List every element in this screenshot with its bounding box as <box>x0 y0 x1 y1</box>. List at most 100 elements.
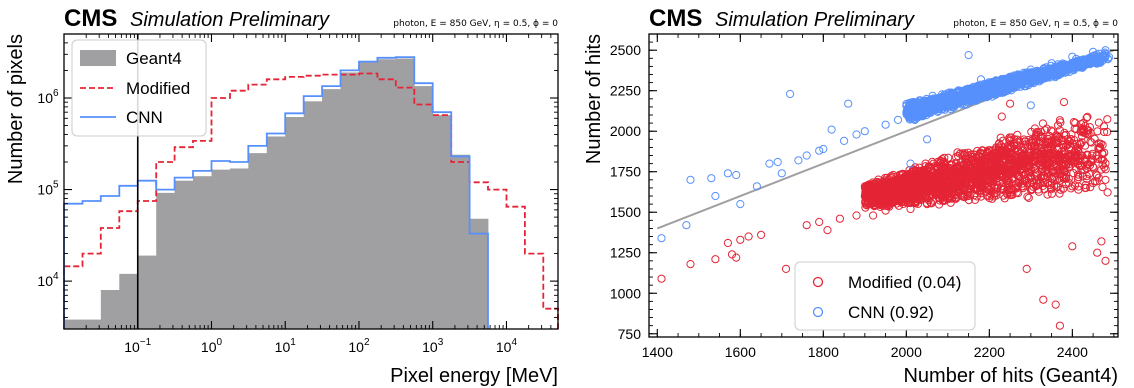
scatter-point <box>993 155 1002 164</box>
bar-geant4 <box>266 136 286 329</box>
scatter-point <box>777 169 786 178</box>
legend-label-modified: Modified <box>126 79 190 98</box>
scatter-point <box>1092 171 1102 180</box>
scatter-point <box>1006 73 1015 82</box>
scatter-point <box>873 183 882 192</box>
scatter-point <box>1058 165 1067 174</box>
scatter-point <box>1098 183 1107 192</box>
scatter-point <box>980 157 989 166</box>
scatter-panel: CMS Simulation Preliminary photon, E = 8… <box>583 5 1119 387</box>
scatter-point <box>939 169 948 179</box>
scatter-point <box>1022 264 1031 273</box>
histogram-bars <box>64 58 489 330</box>
scatter-point <box>913 166 922 175</box>
legend-marker-cnn <box>812 306 824 318</box>
bar-geant4 <box>174 180 194 329</box>
scatter-point <box>863 182 872 191</box>
scatter-point <box>1031 134 1040 143</box>
scatter-point <box>1024 73 1034 82</box>
scatter-point <box>939 193 948 202</box>
scatter-point <box>988 92 997 101</box>
scatter-point <box>940 153 949 162</box>
scatter-point <box>996 76 1005 85</box>
y-tick-label-base: 10 <box>37 90 53 106</box>
points-cnn <box>657 46 1114 243</box>
scatter-point <box>873 177 882 187</box>
scatter-point <box>951 153 961 162</box>
scatter-point <box>1098 160 1107 169</box>
scatter-point <box>954 151 963 161</box>
bar-geant4 <box>248 153 268 329</box>
scatter-point <box>781 264 791 273</box>
scatter-point <box>1045 151 1054 160</box>
scatter-point <box>969 84 978 93</box>
bar-geant4 <box>156 192 175 329</box>
scatter-point <box>1068 52 1077 61</box>
scatter-point <box>993 180 1002 189</box>
bar-geant4 <box>119 273 139 329</box>
scatter-point <box>933 157 942 167</box>
x-tick-label: 1800 <box>808 344 839 360</box>
scatter-point <box>914 177 923 187</box>
scatter-point <box>1005 162 1015 171</box>
scatter-point <box>1099 122 1109 131</box>
scatter-point <box>1019 150 1028 160</box>
scatter-point <box>736 235 745 244</box>
scatter-point <box>1093 248 1102 257</box>
scatter-point <box>1076 139 1085 149</box>
scatter-point <box>1097 237 1106 246</box>
x-tick-label: 1400 <box>642 344 673 360</box>
y-tick-label: 1250 <box>610 245 641 261</box>
scatter-point <box>865 192 875 202</box>
y-tick-label: 106 <box>37 88 59 106</box>
scatter-point <box>1062 157 1072 166</box>
y-tick-label: 2250 <box>610 83 641 99</box>
scatter-point <box>1086 137 1095 146</box>
scatter-point <box>657 234 666 243</box>
run-info: photon, E = 850 GeV, η = 0.5, ϕ = 0 <box>393 19 558 29</box>
scatter-point <box>794 156 803 165</box>
scatter-point <box>969 173 978 182</box>
scatter-point <box>1094 118 1104 127</box>
scatter-point <box>844 99 853 108</box>
scatter-point <box>916 195 925 205</box>
scatter-point <box>906 204 915 214</box>
y-axis-label: Number of pixels <box>5 34 27 184</box>
scatter-point <box>1072 165 1081 174</box>
scatter-point <box>997 147 1006 156</box>
bar-geant4 <box>340 72 360 329</box>
scatter-point <box>1013 182 1022 192</box>
x-tick-label: 2400 <box>1057 344 1088 360</box>
scatter-point <box>1039 295 1048 304</box>
scatter-point <box>960 96 970 105</box>
x-axis-label: Number of hits (Geant4) <box>903 365 1118 387</box>
scatter-point <box>937 164 946 173</box>
scatter-point <box>1023 192 1032 201</box>
scatter-point <box>1020 176 1029 185</box>
scatter-point <box>1034 187 1044 196</box>
x-tick-label-base: 10 <box>422 339 438 355</box>
y-tick-label-exp: 4 <box>53 271 59 282</box>
scatter-point <box>1036 131 1045 141</box>
axis-ticks: 1400 1600 1800 2000 2200 2400 750 1000 1250 1500 1… <box>610 34 1118 360</box>
scatter-point <box>1014 145 1023 155</box>
scatter-point <box>1052 176 1061 185</box>
scatter-point <box>1041 71 1050 80</box>
bar-geant4 <box>358 62 378 330</box>
scatter-point <box>918 182 927 191</box>
scatter-point <box>1068 182 1077 191</box>
scatter-point <box>852 211 861 220</box>
scatter-point <box>952 193 961 202</box>
x-axis-label: Pixel energy [MeV] <box>390 365 558 387</box>
scatter-point <box>1081 141 1090 150</box>
scatter-point <box>918 167 927 176</box>
x-tick-label-base: 10 <box>201 339 217 355</box>
scatter-point <box>996 133 1005 142</box>
scatter-point <box>765 159 774 168</box>
scatter-point <box>996 172 1005 181</box>
scatter-point <box>773 157 782 167</box>
scatter-point <box>1093 127 1102 136</box>
cms-label: CMS <box>649 5 702 32</box>
scatter-point <box>1047 126 1056 135</box>
